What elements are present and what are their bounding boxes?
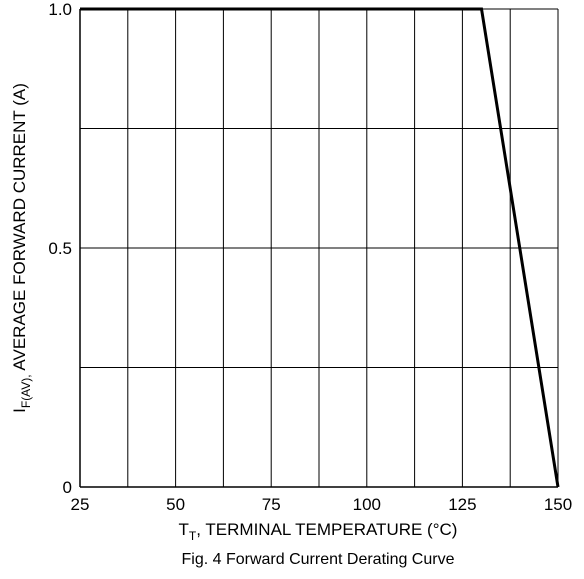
x-axis-label-rest: , TERMINAL TEMPERATURE (°C): [196, 520, 457, 539]
plot-frame: [79, 9, 558, 488]
x-tick-label-3: 100: [353, 495, 381, 514]
x-tick-label-1: 50: [166, 495, 185, 514]
series-layer: [80, 7, 560, 488]
x-axis-label-sub: T: [189, 529, 197, 543]
y-axis-label-sub: F(AV),: [19, 374, 33, 408]
figure-caption: Fig. 4 Forward Current Derating Curve: [182, 551, 455, 568]
y-tick-label-1: 0.5: [48, 239, 72, 258]
y-axis-label-rest: AVERAGE FORWARD CURRENT (A): [10, 83, 29, 374]
x-tick-label-5: 150: [544, 495, 572, 514]
y-tick-labels: 0 0.5 1.0: [48, 0, 72, 497]
y-axis-label-prefix: I: [10, 408, 29, 413]
y-tick-label-2: 1.0: [48, 0, 72, 19]
x-tick-label-4: 125: [448, 495, 476, 514]
x-tick-label-2: 75: [262, 495, 281, 514]
x-tick-label-0: 25: [71, 495, 90, 514]
x-tick-labels: 25 50 75 100 125 150: [71, 495, 573, 514]
y-axis-label: IF(AV), AVERAGE FORWARD CURRENT (A): [10, 83, 33, 413]
derating-curve-line-0: [80, 7, 560, 488]
x-axis-label: TT, TERMINAL TEMPERATURE (°C): [179, 520, 458, 543]
grid-lines: [79, 8, 559, 488]
y-tick-label-0: 0: [63, 478, 72, 497]
x-axis-label-prefix: T: [179, 520, 189, 539]
